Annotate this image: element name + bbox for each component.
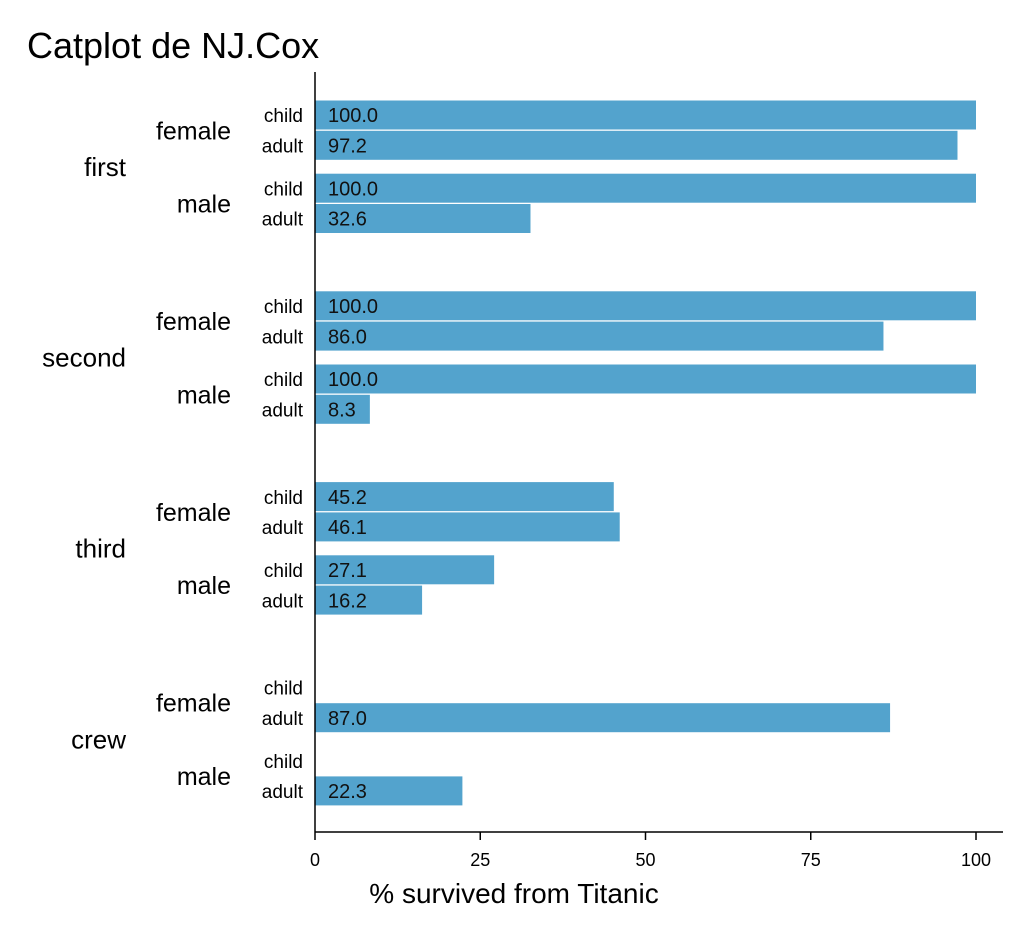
x-tick-label: 100 — [961, 850, 991, 870]
bar — [315, 204, 531, 233]
bar-value-label: 100.0 — [328, 296, 378, 318]
class-label: second — [42, 343, 126, 373]
age-label: adult — [262, 400, 304, 421]
bar-value-label: 86.0 — [328, 326, 367, 348]
x-tick-label: 50 — [635, 850, 655, 870]
class-label: first — [84, 152, 127, 182]
bar-value-label: 87.0 — [328, 708, 367, 730]
bar — [315, 482, 614, 512]
age-label: child — [264, 370, 303, 391]
bar-value-label: 32.6 — [328, 209, 367, 231]
x-axis-title: % survived from Titanic — [369, 878, 658, 909]
sex-label: female — [156, 690, 231, 718]
bar — [315, 555, 495, 585]
age-label: child — [264, 561, 303, 582]
bar-value-label: 100.0 — [328, 105, 378, 127]
bar — [315, 130, 958, 160]
class-label: crew — [71, 724, 126, 754]
bar — [315, 703, 891, 733]
sex-label: female — [156, 308, 231, 336]
age-label: child — [264, 679, 303, 700]
bar-value-label: 97.2 — [328, 135, 367, 157]
chart-title: Catplot de NJ.Cox — [27, 25, 319, 66]
bar-value-label: 16.2 — [328, 590, 367, 612]
bar-value-label: 100.0 — [328, 369, 378, 391]
sex-label: male — [177, 763, 231, 791]
age-label: child — [264, 179, 303, 200]
age-label: child — [264, 752, 303, 773]
age-label: child — [264, 106, 303, 127]
bar — [315, 321, 884, 351]
bar-value-label: 22.3 — [328, 781, 367, 803]
sex-label: male — [177, 191, 231, 219]
x-tick-label: 0 — [310, 850, 320, 870]
bar-value-label: 45.2 — [328, 487, 367, 509]
x-tick-label: 25 — [470, 850, 490, 870]
sex-label: female — [156, 499, 231, 527]
age-label: child — [264, 297, 303, 318]
bar-value-label: 27.1 — [328, 560, 367, 582]
sex-label: female — [156, 117, 231, 145]
bar — [315, 100, 976, 130]
age-label: adult — [262, 210, 304, 231]
age-label: adult — [262, 782, 304, 803]
bar — [315, 394, 370, 424]
age-label: child — [264, 488, 303, 509]
x-tick-label: 75 — [801, 850, 821, 870]
age-label: adult — [262, 136, 304, 157]
age-label: adult — [262, 591, 304, 612]
bar — [315, 585, 423, 615]
age-label: adult — [262, 709, 304, 730]
sex-label: male — [177, 381, 231, 409]
age-label: adult — [262, 518, 304, 539]
bar-value-label: 46.1 — [328, 517, 367, 539]
bar — [315, 776, 463, 806]
bar — [315, 173, 976, 203]
bar — [315, 291, 976, 321]
bar-value-label: 8.3 — [328, 399, 356, 421]
age-label: adult — [262, 327, 304, 348]
sex-label: male — [177, 572, 231, 600]
bar-value-label: 100.0 — [328, 178, 378, 200]
bar — [315, 364, 976, 394]
class-label: third — [75, 534, 126, 564]
bar — [315, 512, 620, 542]
plot-area: child 100.0 adult 97.2 female child 100.0 adult… — [42, 72, 1003, 870]
